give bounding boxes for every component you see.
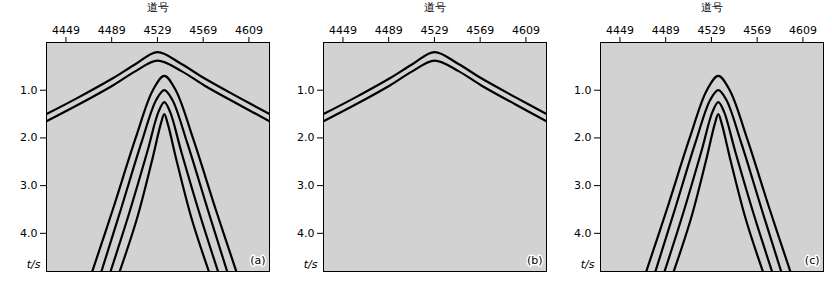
svg-text:4.0: 4.0	[574, 227, 592, 240]
svg-text:4529: 4529	[697, 24, 725, 37]
svg-text:(a): (a)	[250, 254, 265, 267]
svg-text:4.0: 4.0	[20, 227, 38, 240]
svg-text:4609: 4609	[512, 24, 540, 37]
svg-text:4489: 4489	[375, 24, 403, 37]
svg-text:1.0: 1.0	[574, 84, 592, 97]
svg-text:1.0: 1.0	[297, 84, 315, 97]
svg-text:2.0: 2.0	[297, 131, 315, 144]
svg-text:4569: 4569	[189, 24, 217, 37]
svg-text:4529: 4529	[143, 24, 171, 37]
svg-text:4609: 4609	[789, 24, 817, 37]
svg-text:4489: 4489	[98, 24, 126, 37]
svg-text:道号: 道号	[424, 1, 446, 14]
svg-text:2.0: 2.0	[574, 131, 592, 144]
svg-text:2.0: 2.0	[20, 131, 38, 144]
svg-text:t/s: t/s	[304, 258, 318, 271]
svg-text:3.0: 3.0	[297, 179, 315, 192]
svg-text:4569: 4569	[466, 24, 494, 37]
svg-text:4529: 4529	[420, 24, 448, 37]
svg-text:1.0: 1.0	[20, 84, 38, 97]
svg-text:4.0: 4.0	[297, 227, 315, 240]
svg-text:3.0: 3.0	[574, 179, 592, 192]
svg-text:4449: 4449	[606, 24, 634, 37]
svg-text:4489: 4489	[652, 24, 680, 37]
svg-text:(b): (b)	[527, 254, 543, 267]
svg-text:3.0: 3.0	[20, 179, 38, 192]
svg-text:道号: 道号	[701, 1, 723, 14]
svg-text:4449: 4449	[329, 24, 357, 37]
svg-text:4569: 4569	[743, 24, 771, 37]
svg-text:4449: 4449	[52, 24, 80, 37]
svg-text:t/s: t/s	[27, 258, 41, 271]
svg-text:t/s: t/s	[581, 258, 595, 271]
svg-text:(c): (c)	[805, 254, 820, 267]
svg-text:4609: 4609	[235, 24, 263, 37]
svg-text:道号: 道号	[147, 1, 169, 14]
